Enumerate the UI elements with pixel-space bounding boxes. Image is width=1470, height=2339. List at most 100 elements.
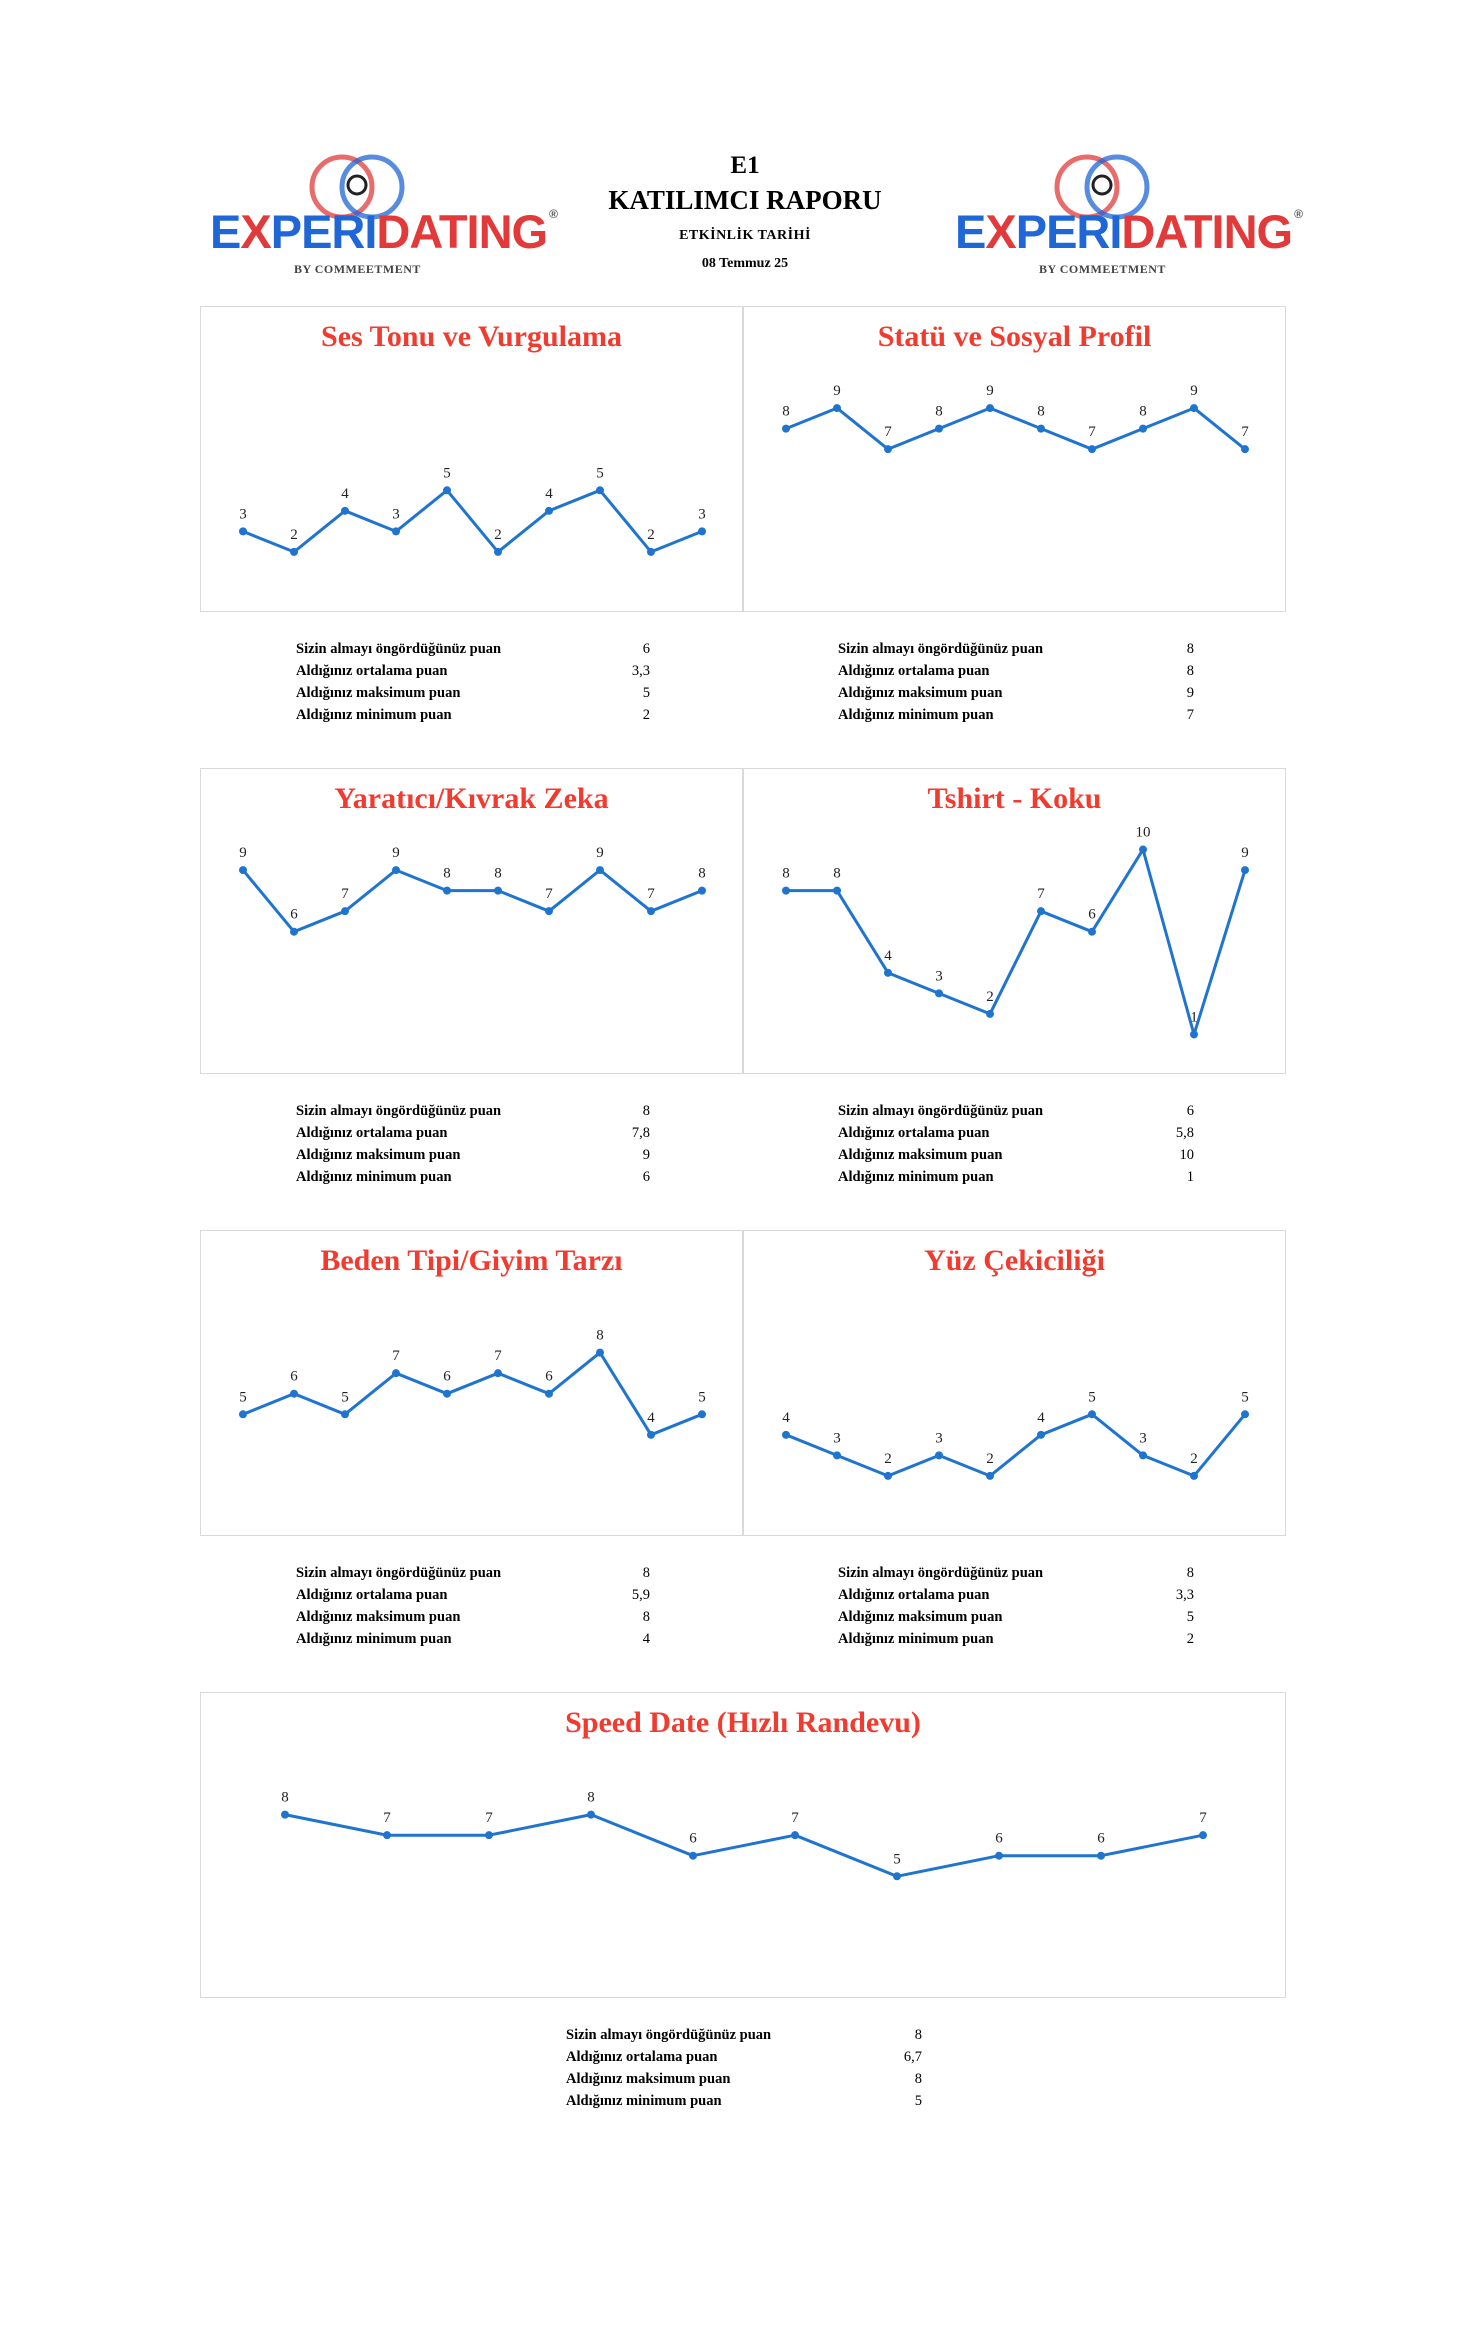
data-label: 2 [494, 527, 502, 543]
data-point [791, 1831, 799, 1840]
data-label: 5 [443, 465, 451, 481]
stat-row-maximum: Aldığınız maksimum puan 8 [566, 2071, 922, 2087]
data-label: 4 [782, 1410, 790, 1426]
data-point [833, 404, 841, 413]
data-label: 3 [698, 506, 706, 522]
series-line [242, 1351, 703, 1437]
data-point [782, 886, 790, 895]
series-line [785, 1412, 1247, 1478]
data-point [239, 1410, 247, 1419]
data-label: 5 [1088, 1389, 1096, 1405]
data-point [698, 886, 706, 895]
data-label: 8 [494, 866, 502, 882]
data-label: 9 [986, 383, 994, 399]
data-label: 8 [1139, 404, 1147, 420]
chart-title: Yüz Çekiciliği [924, 1244, 1105, 1277]
data-label: 1 [1190, 1009, 1198, 1025]
stat-row-predicted: Sizin almayı öngördüğünüz puan 8 [838, 1565, 1194, 1581]
data-point [545, 907, 553, 916]
data-point [341, 907, 349, 916]
data-point [1088, 927, 1096, 936]
data-label: 8 [833, 866, 841, 882]
data-label: 6 [290, 1369, 298, 1385]
data-label: 7 [884, 424, 892, 440]
chart-panel-yaratici: Yaratıcı/Kıvrak Zeka 9 6 7 9 8 8 7 9 7 8 [200, 768, 743, 1074]
brand-wordmark: EXPERIDATING ® [955, 205, 1303, 258]
data-label: 8 [443, 866, 451, 882]
stats-table: Sizin almayı öngördüğünüz puan 6 Aldığını… [296, 638, 650, 726]
data-label: 8 [782, 866, 790, 882]
chart-title: Yaratıcı/Kıvrak Zeka [334, 782, 609, 815]
data-label: 9 [1190, 383, 1198, 399]
series-line [785, 406, 1246, 451]
data-label: 10 [1136, 825, 1151, 841]
data-label: 4 [647, 1410, 655, 1426]
data-point [1241, 445, 1249, 454]
brand-subtitle: BY COMMEETMENT [294, 262, 421, 276]
brand-subtitle: BY COMMEETMENT [1039, 262, 1166, 276]
brand-wordmark: EXPERIDATING ® [210, 205, 558, 258]
stat-row-minimum: Aldığınız minimum puan 7 [838, 707, 1194, 723]
data-point [1139, 1451, 1147, 1460]
data-point [986, 404, 994, 413]
stat-row-average: Aldığınız ortalama puan 7,8 [296, 1125, 650, 1141]
data-label: 6 [290, 907, 298, 923]
data-point [698, 1410, 706, 1419]
data-point [689, 1851, 697, 1860]
chart-title: Tshirt - Koku [927, 782, 1102, 815]
data-point [647, 907, 655, 916]
data-point [935, 424, 943, 433]
stats-table: Sizin almayı öngördüğünüz puan 8 Aldığını… [838, 638, 1194, 726]
stat-row-predicted: Sizin almayı öngördüğünüz puan 8 [296, 1103, 650, 1119]
data-label: 6 [1088, 907, 1096, 923]
data-label: 6 [689, 1831, 697, 1847]
data-point [1241, 866, 1249, 875]
data-label: 5 [698, 1389, 706, 1405]
data-point [587, 1810, 595, 1819]
data-label: 7 [1241, 424, 1249, 440]
data-label: 2 [290, 527, 298, 543]
data-label: 3 [935, 968, 943, 984]
data-point [290, 927, 298, 936]
event-date-label: ETKİNLİK TARİHİ [679, 228, 811, 243]
data-label: 5 [1241, 1389, 1249, 1405]
data-label: 8 [698, 866, 706, 882]
data-label: 7 [1037, 886, 1045, 902]
stat-row-average: Aldığınız ortalama puan 6,7 [566, 2049, 922, 2065]
data-label: 6 [443, 1369, 451, 1385]
data-label: 8 [587, 1790, 595, 1806]
data-label: 9 [833, 383, 841, 399]
data-label: 7 [1199, 1810, 1207, 1826]
page-title: KATILIMCI RAPORU [608, 185, 882, 215]
stat-row-predicted: Sizin almayı öngördüğünüz puan 8 [838, 641, 1194, 657]
data-point [935, 1451, 943, 1460]
stat-row-predicted: Sizin almayı öngördüğünüz puan 8 [566, 2027, 922, 2043]
brand-logo-right: EXPERIDATING ® BY COMMEETMENT [955, 152, 1303, 282]
data-point [443, 1389, 451, 1398]
data-point [443, 486, 451, 495]
data-label: 9 [239, 845, 247, 861]
data-point [1139, 424, 1147, 433]
line-chart: 5 6 5 7 6 7 6 8 4 5 [239, 1328, 706, 1439]
stat-row-predicted: Sizin almayı öngördüğünüz puan 6 [838, 1103, 1194, 1119]
data-point [1190, 1471, 1198, 1480]
data-label: 7 [485, 1810, 493, 1826]
data-point [290, 1389, 298, 1398]
data-label: 8 [596, 1328, 604, 1344]
line-chart: 8 7 7 8 6 7 5 6 6 7 [281, 1790, 1207, 1881]
data-point [545, 1389, 553, 1398]
data-point [1097, 1851, 1105, 1860]
data-point [494, 886, 502, 895]
stat-row-maximum: Aldığınız maksimum puan 9 [296, 1147, 650, 1163]
data-point [596, 486, 604, 495]
data-label: 3 [392, 506, 400, 522]
data-label: 2 [986, 989, 994, 1005]
data-point [1088, 1410, 1096, 1419]
stat-row-predicted: Sizin almayı öngördüğünüz puan 6 [296, 641, 650, 657]
chart-panel-ses-tonu: Ses Tonu ve Vurgulama 3 2 4 3 5 2 4 5 2 3 [200, 306, 743, 612]
stat-row-maximum: Aldığınız maksimum puan 10 [838, 1147, 1194, 1163]
data-label: 6 [1097, 1831, 1105, 1847]
stats-table: Sizin almayı öngördüğünüz puan 8 Aldığını… [566, 2024, 922, 2112]
logo-rings-icon [309, 154, 405, 220]
series-line [786, 848, 1247, 1036]
